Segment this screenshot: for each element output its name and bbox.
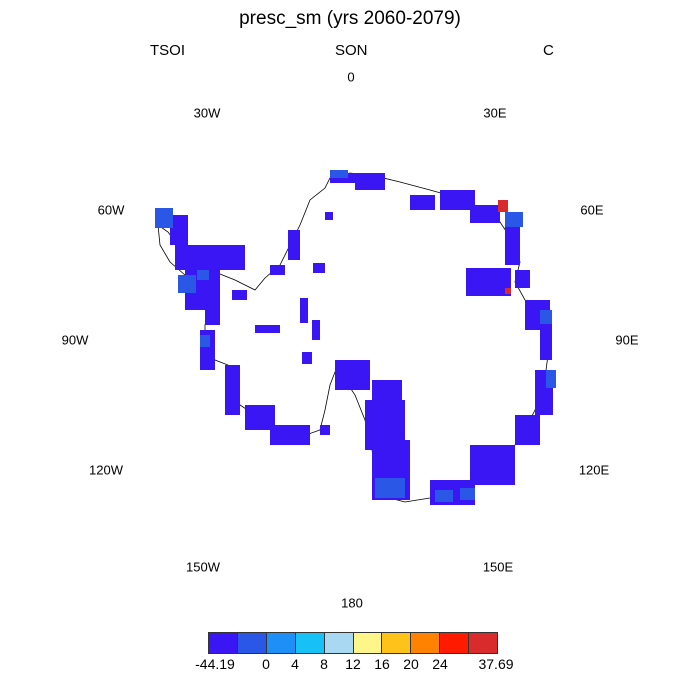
colorbar-tick: -44.19	[195, 656, 235, 672]
lon-label-90w: 90W	[61, 332, 89, 348]
lon-label-150w: 150W	[186, 559, 220, 575]
colorbar-swatch	[209, 633, 238, 653]
colorbar-swatch	[237, 633, 267, 653]
lon-label-120e: 120E	[578, 462, 610, 478]
lon-label-60e: 60E	[580, 202, 604, 218]
colorbar-swatch	[411, 633, 441, 653]
colorbar-tick: 16	[374, 656, 390, 672]
variable-label: TSOI	[150, 42, 186, 59]
lon-label-60w: 60W	[97, 202, 125, 218]
lon-label-30w: 30W	[193, 105, 221, 121]
lon-label-150e: 150E	[482, 559, 514, 575]
units-label: C	[543, 42, 554, 59]
lon-label-180: 180	[341, 595, 363, 611]
colorbar-tick: 20	[403, 656, 419, 672]
colorbar-tick: 37.69	[478, 656, 514, 672]
colorbar-swatch	[469, 633, 498, 653]
colorbar-swatch	[440, 633, 470, 653]
lon-label-30e: 30E	[483, 105, 507, 121]
colorbar-tick: 24	[432, 656, 448, 672]
lon-label-120w: 120W	[89, 462, 123, 478]
colorbar	[208, 632, 498, 654]
colorbar-swatch	[353, 633, 383, 653]
colorbar-swatch	[324, 633, 354, 653]
season-label: SON	[335, 42, 368, 59]
colorbar-swatch	[266, 633, 296, 653]
colorbar-swatch	[295, 633, 325, 653]
plot-title: presc_sm (yrs 2060-2079)	[239, 8, 461, 29]
lon-label-90e: 90E	[615, 332, 639, 348]
colorbar-tick: 8	[320, 656, 328, 672]
data-cells	[155, 170, 556, 505]
colorbar-swatch	[382, 633, 412, 653]
colorbar-tick: 4	[291, 656, 299, 672]
colorbar-tick: 12	[345, 656, 361, 672]
lon-label-0: 0	[347, 69, 355, 85]
colorbar-tick: 0	[262, 656, 270, 672]
